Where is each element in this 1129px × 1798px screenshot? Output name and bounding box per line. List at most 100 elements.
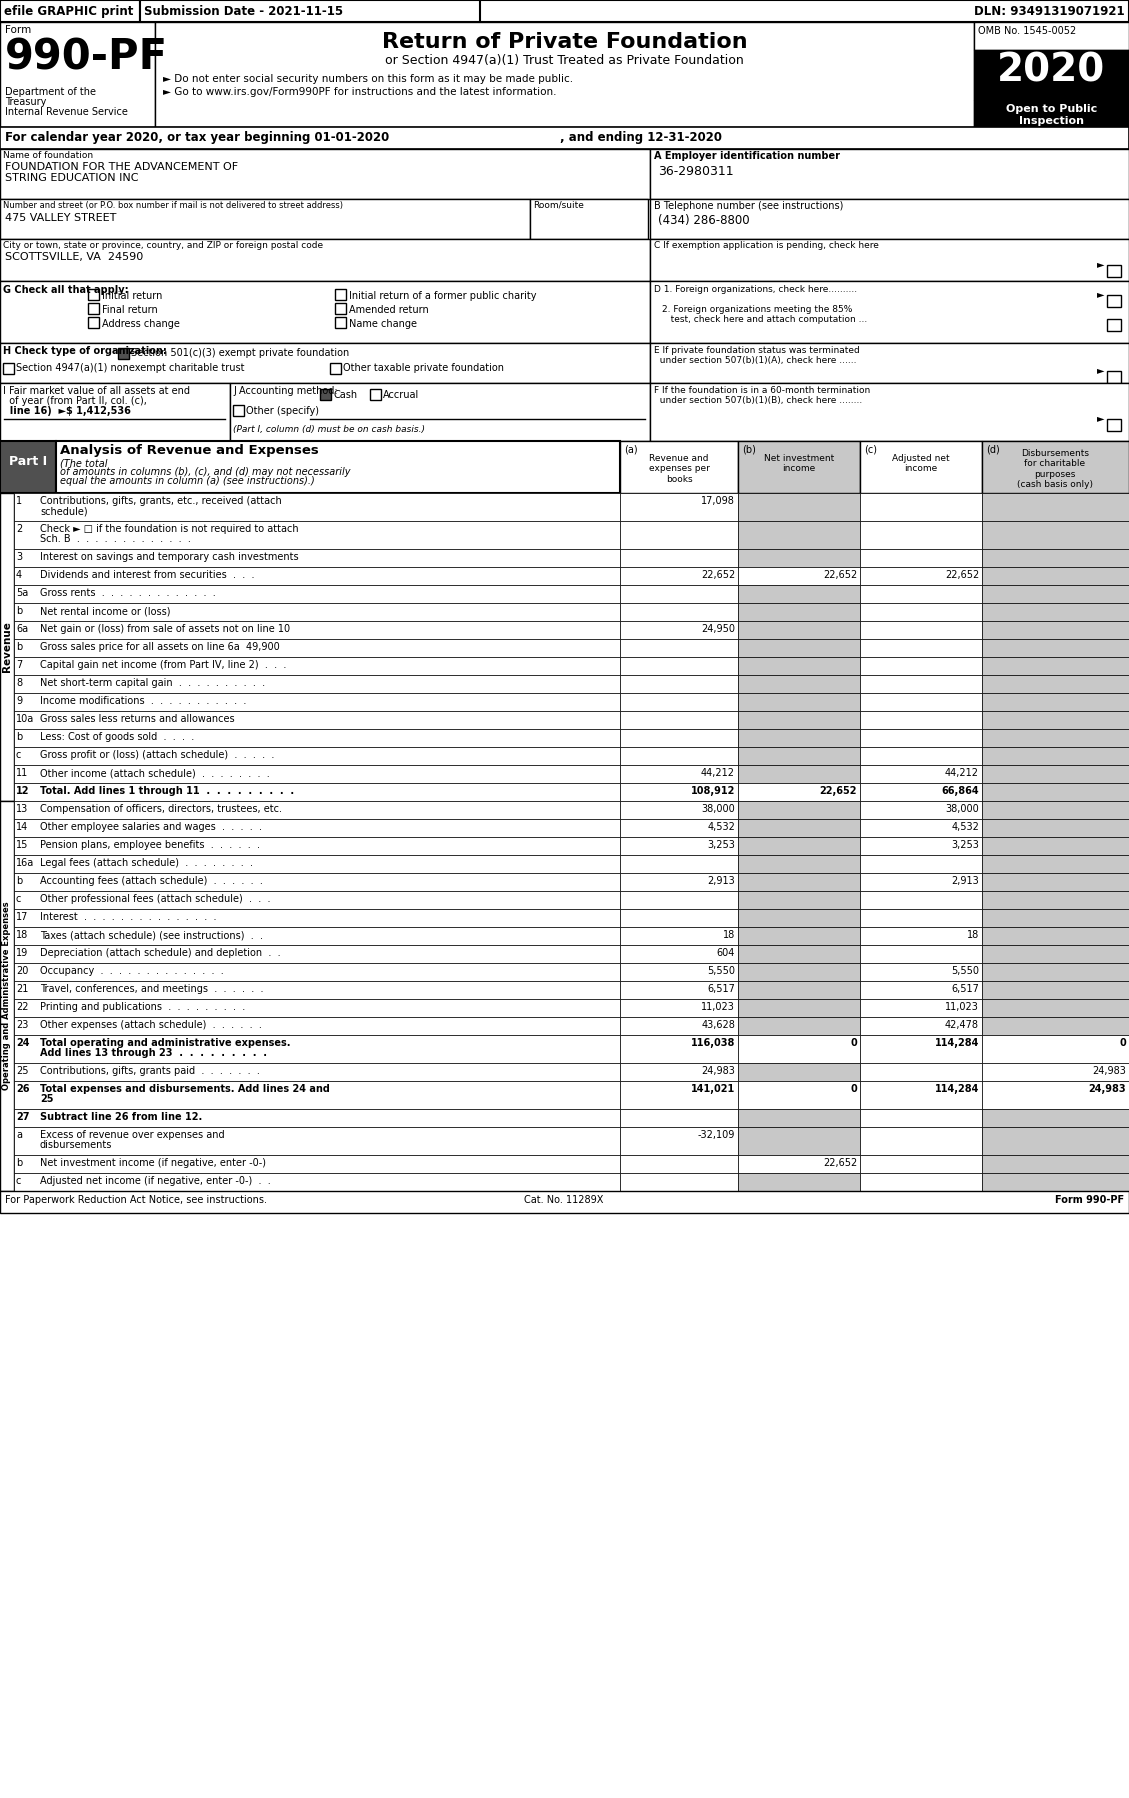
Text: ► Go to www.irs.gov/Form990PF for instructions and the latest information.: ► Go to www.irs.gov/Form990PF for instru… [163,86,557,97]
Bar [620,566,738,584]
Text: Check ► □ if the foundation is not required to attach: Check ► □ if the foundation is not requi… [40,523,299,534]
Text: schedule): schedule) [40,505,88,516]
Text: 20: 20 [16,966,28,976]
Text: 2,913: 2,913 [952,876,979,886]
Text: 8: 8 [16,678,23,689]
Text: Operating and Administrative Expenses: Operating and Administrative Expenses [2,901,11,1090]
Bar [860,656,982,674]
Bar [860,782,982,800]
Bar [620,910,738,928]
Bar [982,1018,1129,1036]
Bar [14,1063,620,1081]
Bar [982,602,1129,620]
Text: Other taxable private foundation: Other taxable private foundation [343,363,504,372]
Bar [370,388,380,399]
Text: (b): (b) [742,444,756,455]
Bar [620,728,738,746]
Bar [738,638,860,656]
Bar [738,710,860,728]
Text: Capital gain net income (from Part IV, line 2)  .  .  .: Capital gain net income (from Part IV, l… [40,660,287,671]
Bar [738,874,860,892]
Bar [982,892,1129,910]
Bar [0,128,1129,149]
Bar [620,982,738,1000]
Bar [860,982,982,1000]
Text: 17: 17 [16,912,28,922]
Bar [650,239,1129,280]
Text: 4,532: 4,532 [951,822,979,832]
Bar [620,892,738,910]
Bar [3,363,14,374]
Bar [982,1109,1129,1127]
Text: 26: 26 [16,1084,29,1093]
Text: 66,864: 66,864 [942,786,979,797]
Bar [738,1081,860,1109]
Text: 5a: 5a [16,588,28,599]
Bar [14,1109,620,1127]
Text: Address change: Address change [102,318,180,329]
Text: 22,652: 22,652 [945,570,979,581]
Text: 43,628: 43,628 [701,1019,735,1030]
Bar [14,910,620,928]
Bar [14,1000,620,1018]
Text: 22,652: 22,652 [820,786,857,797]
Text: 13: 13 [16,804,28,814]
Bar [620,946,738,964]
Bar [860,874,982,892]
Bar [14,1036,620,1063]
Bar [974,101,1129,128]
Bar [738,910,860,928]
Text: c: c [16,750,21,761]
Bar [738,1172,860,1190]
Text: 6,517: 6,517 [707,984,735,994]
Bar [650,383,1129,441]
Text: 3,253: 3,253 [951,840,979,850]
Text: Legal fees (attach schedule)  .  .  .  .  .  .  .  .: Legal fees (attach schedule) . . . . . .… [40,858,253,868]
Bar [650,200,1129,239]
Bar [14,620,620,638]
Bar [860,910,982,928]
Bar [230,383,650,441]
Bar [620,674,738,692]
Bar [620,584,738,602]
Text: b: b [16,606,23,617]
Bar [1108,370,1121,383]
Bar [0,0,1129,22]
Text: For Paperwork Reduction Act Notice, see instructions.: For Paperwork Reduction Act Notice, see … [5,1196,266,1205]
Text: Other income (attach schedule)  .  .  .  .  .  .  .  .: Other income (attach schedule) . . . . .… [40,768,270,779]
Bar [738,602,860,620]
Bar [738,1154,860,1172]
Bar [982,910,1129,928]
Bar [620,964,738,982]
Text: (434) 286-8800: (434) 286-8800 [658,214,750,227]
Text: B Telephone number (see instructions): B Telephone number (see instructions) [654,201,843,210]
Text: I Fair market value of all assets at end: I Fair market value of all assets at end [3,387,190,396]
Text: Initial return: Initial return [102,291,163,300]
Bar [982,946,1129,964]
Bar [860,1018,982,1036]
Text: City or town, state or province, country, and ZIP or foreign postal code: City or town, state or province, country… [3,241,323,250]
Text: 5,550: 5,550 [707,966,735,976]
Text: Other (specify): Other (specify) [246,406,320,415]
Text: E If private foundation status was terminated
  under section 507(b)(1)(A), chec: E If private foundation status was termi… [654,345,860,365]
Text: Revenue: Revenue [2,622,12,672]
Bar [14,838,620,856]
Bar [88,289,99,300]
Bar [738,838,860,856]
Text: 23: 23 [16,1019,28,1030]
Text: Income modifications  .  .  .  .  .  .  .  .  .  .  .: Income modifications . . . . . . . . . .… [40,696,246,707]
Text: 114,284: 114,284 [935,1084,979,1093]
Text: Taxes (attach schedule) (see instructions)  .  .: Taxes (attach schedule) (see instruction… [40,930,263,940]
Text: 3: 3 [16,552,23,563]
Bar [982,521,1129,548]
Bar [982,1154,1129,1172]
Bar [738,1018,860,1036]
Text: Compensation of officers, directors, trustees, etc.: Compensation of officers, directors, tru… [40,804,282,814]
Text: 0: 0 [850,1084,857,1093]
Text: F If the foundation is in a 60-month termination
  under section 507(b)(1)(B), c: F If the foundation is in a 60-month ter… [654,387,870,405]
Text: (c): (c) [864,444,877,455]
Bar [14,892,620,910]
Bar [982,746,1129,764]
Bar [982,441,1129,493]
Bar [974,22,1129,50]
